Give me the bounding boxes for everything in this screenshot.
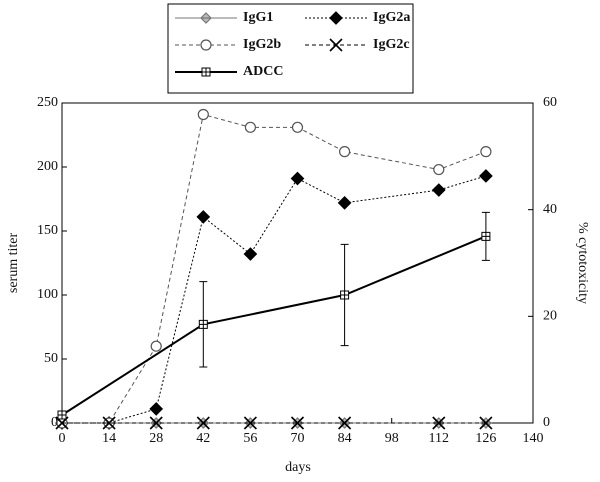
legend-label: ADCC: [243, 64, 283, 79]
x-tick-label: 42: [196, 431, 210, 446]
marker: [480, 146, 492, 158]
marker: [149, 416, 163, 430]
x-tick-label: 28: [149, 431, 163, 446]
marker: [338, 416, 352, 430]
y2-tick-label: 20: [543, 309, 557, 324]
x-tick-label: 84: [338, 431, 352, 446]
marker: [431, 183, 446, 197]
marker: [479, 416, 493, 430]
marker: [149, 402, 164, 416]
marker: [102, 416, 116, 430]
legend-marker: [200, 12, 212, 24]
x-tick-label: 126: [475, 431, 496, 446]
x-tick-label: 98: [385, 431, 399, 446]
legend-marker: [329, 11, 343, 25]
marker: [291, 121, 304, 133]
series-line: [62, 175, 487, 424]
y-tick-label: 0: [51, 415, 58, 430]
marker: [337, 195, 352, 210]
y2-tick-label: 40: [543, 202, 557, 217]
legend-box: [167, 3, 414, 94]
marker: [290, 171, 305, 186]
marker: [481, 231, 491, 241]
series-line: [61, 235, 487, 416]
marker: [340, 290, 350, 300]
marker: [243, 247, 258, 261]
marker: [433, 163, 445, 176]
x-axis-label: days: [285, 460, 311, 475]
y-axis-label: serum titer: [6, 233, 21, 294]
y-tick-label: 100: [37, 287, 58, 302]
legend-marker: [201, 67, 211, 77]
x-tick-label: 56: [243, 431, 257, 446]
legend-marker: [329, 38, 343, 52]
marker: [198, 319, 208, 329]
marker: [432, 416, 446, 430]
legend-marker: [200, 39, 212, 51]
marker: [197, 108, 209, 121]
x-tick-label: 14: [102, 431, 116, 446]
x-tick-label: 140: [523, 431, 544, 446]
y-tick-label: 50: [44, 351, 58, 366]
marker: [290, 416, 305, 430]
y-tick-label: 150: [37, 223, 58, 238]
y2-tick-label: 0: [543, 415, 550, 430]
legend-label: IgG2a: [373, 10, 410, 25]
y-tick-label: 200: [37, 159, 58, 174]
y2-axis-label: % cytotoxicity: [575, 222, 590, 304]
plot-frame: [61, 102, 534, 424]
marker: [57, 410, 67, 420]
legend-label: IgG2b: [243, 37, 281, 52]
marker: [479, 169, 493, 183]
x-tick-label: 112: [429, 431, 449, 446]
marker: [196, 210, 211, 224]
series-line: [62, 113, 487, 424]
marker: [244, 121, 256, 133]
legend-label: IgG2c: [373, 37, 410, 52]
legend-label: IgG1: [243, 10, 273, 25]
y2-tick-label: 60: [543, 95, 557, 110]
marker: [243, 416, 257, 430]
marker: [150, 340, 162, 352]
marker: [196, 416, 210, 430]
marker: [339, 146, 351, 158]
x-tick-label: 0: [59, 431, 66, 446]
y-tick-label: 250: [37, 95, 58, 110]
x-tick-label: 70: [291, 431, 305, 446]
